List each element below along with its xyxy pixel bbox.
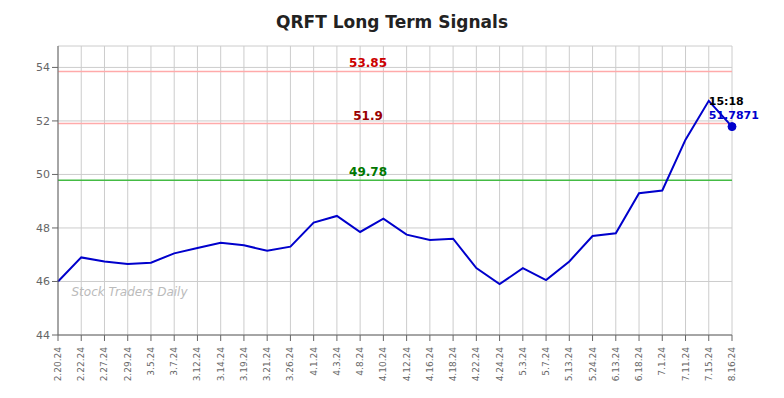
svg-text:2.22.24: 2.22.24: [76, 347, 86, 382]
svg-text:3.5.24: 3.5.24: [146, 347, 156, 376]
svg-text:6.13.24: 6.13.24: [611, 347, 621, 382]
svg-text:2.27.24: 2.27.24: [99, 347, 109, 382]
svg-text:4.1.24: 4.1.24: [309, 347, 319, 376]
svg-text:6.18.24: 6.18.24: [634, 347, 644, 382]
svg-text:52: 52: [36, 115, 50, 128]
svg-text:2.29.24: 2.29.24: [123, 347, 133, 382]
svg-text:4.8.24: 4.8.24: [355, 347, 365, 376]
svg-text:54: 54: [36, 61, 50, 74]
svg-text:7.11.24: 7.11.24: [681, 347, 691, 382]
svg-text:5.24.24: 5.24.24: [588, 347, 598, 382]
svg-text:44: 44: [36, 329, 50, 342]
svg-text:3.12.24: 3.12.24: [192, 347, 202, 382]
svg-text:8.16.24: 8.16.24: [727, 347, 737, 382]
svg-text:46: 46: [36, 275, 50, 288]
svg-text:51.9: 51.9: [353, 109, 383, 123]
svg-text:5.7.24: 5.7.24: [541, 347, 551, 376]
html-text:Stock Traders Daily: Stock Traders Daily: [71, 285, 188, 300]
svg-text:48: 48: [36, 222, 50, 235]
svg-text:3.7.24: 3.7.24: [169, 347, 179, 376]
html-text:QRFT Long Term Signals: QRFT Long Term Signals: [276, 12, 508, 32]
svg-text:5.3.24: 5.3.24: [518, 347, 528, 376]
svg-text:4.16.24: 4.16.24: [425, 347, 435, 382]
svg-text:7.15.24: 7.15.24: [704, 347, 714, 382]
svg-text:3.19.24: 3.19.24: [239, 347, 249, 382]
svg-text:49.78: 49.78: [349, 165, 387, 179]
svg-text:4.24.24: 4.24.24: [495, 347, 505, 382]
svg-text:3.21.24: 3.21.24: [262, 347, 272, 382]
svg-text:4.22.24: 4.22.24: [471, 347, 481, 382]
svg-text:4.10.24: 4.10.24: [378, 347, 388, 382]
svg-text:3.26.24: 3.26.24: [285, 347, 295, 382]
svg-text:50: 50: [36, 168, 50, 181]
svg-text:15:18: 15:18: [709, 95, 744, 108]
svg-text:5.13.24: 5.13.24: [564, 347, 574, 382]
svg-text:53.85: 53.85: [349, 56, 387, 70]
svg-text:51.7871: 51.7871: [709, 109, 759, 122]
svg-text:4.12.24: 4.12.24: [402, 347, 412, 382]
svg-text:4.18.24: 4.18.24: [448, 347, 458, 382]
svg-text:7.1.24: 7.1.24: [657, 347, 667, 376]
svg-text:4.3.24: 4.3.24: [332, 347, 342, 376]
svg-text:2.20.24: 2.20.24: [53, 347, 63, 382]
svg-text:3.14.24: 3.14.24: [216, 347, 226, 382]
